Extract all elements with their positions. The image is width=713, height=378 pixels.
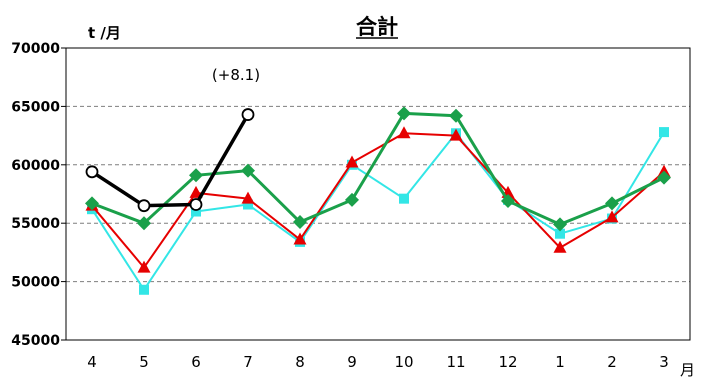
data-point bbox=[189, 198, 203, 211]
x-axis-unit-label: 月 bbox=[680, 361, 695, 378]
data-point bbox=[137, 199, 151, 213]
data-point bbox=[189, 185, 203, 198]
series-group bbox=[85, 106, 671, 295]
x-tick-label: 2 bbox=[607, 353, 617, 371]
annotation-label: (+8.1) bbox=[212, 66, 260, 84]
x-tick-label: 8 bbox=[295, 353, 305, 371]
data-point bbox=[397, 126, 411, 139]
y-axis-ticks: 45000 50000 55000 60000 65000 70000 bbox=[11, 41, 66, 349]
plot-area bbox=[65, 47, 691, 341]
x-tick-label: 3 bbox=[659, 353, 669, 371]
data-point bbox=[293, 232, 307, 245]
data-point bbox=[241, 163, 255, 178]
data-point bbox=[137, 216, 151, 231]
data-point bbox=[657, 170, 671, 185]
y-axis-unit-label: t /月 bbox=[88, 24, 121, 42]
y-tick-label: 70000 bbox=[11, 41, 60, 57]
data-point bbox=[399, 193, 409, 204]
chart-title: 合計 bbox=[356, 15, 398, 39]
data-point bbox=[449, 108, 463, 123]
data-point bbox=[501, 194, 515, 209]
data-point bbox=[555, 228, 565, 239]
data-point bbox=[85, 196, 99, 211]
series-square bbox=[87, 127, 669, 295]
data-point bbox=[243, 199, 253, 210]
data-point bbox=[553, 217, 567, 232]
data-point bbox=[605, 196, 619, 211]
series-line bbox=[91, 111, 665, 226]
y-tick-label: 65000 bbox=[11, 99, 60, 115]
gridlines bbox=[66, 105, 690, 283]
x-tick-label: 11 bbox=[446, 353, 465, 371]
y-tick-label: 45000 bbox=[11, 333, 60, 349]
data-point bbox=[659, 127, 669, 138]
data-point bbox=[189, 168, 203, 183]
data-point bbox=[345, 192, 359, 207]
x-tick-label: 1 bbox=[555, 353, 565, 371]
series-line bbox=[91, 131, 665, 291]
x-tick-label: 12 bbox=[498, 353, 517, 371]
series-triangle bbox=[85, 126, 671, 273]
data-point bbox=[449, 128, 463, 141]
y-tick-label: 50000 bbox=[11, 275, 60, 291]
annotations: (+8.1) bbox=[212, 66, 260, 84]
data-point bbox=[85, 165, 99, 179]
data-point bbox=[397, 106, 411, 121]
x-tick-label: 5 bbox=[139, 353, 149, 371]
x-tick-label: 10 bbox=[394, 353, 413, 371]
data-point bbox=[241, 191, 255, 204]
x-tick-label: 7 bbox=[243, 353, 253, 371]
y-tick-label: 60000 bbox=[11, 158, 60, 174]
data-point bbox=[345, 155, 359, 168]
data-point bbox=[191, 206, 201, 217]
data-point bbox=[553, 240, 567, 253]
series-line bbox=[91, 132, 665, 269]
series-diamond bbox=[85, 106, 671, 232]
data-point bbox=[293, 215, 307, 230]
x-tick-label: 9 bbox=[347, 353, 357, 371]
y-tick-label: 55000 bbox=[11, 216, 60, 232]
series-circle bbox=[85, 108, 255, 213]
series-line bbox=[91, 113, 250, 208]
x-axis-ticks: 4 5 6 7 8 9 10 11 12 1 2 3 bbox=[87, 353, 669, 371]
data-point bbox=[137, 260, 151, 273]
data-point bbox=[241, 108, 255, 121]
x-tick-label: 6 bbox=[191, 353, 201, 371]
data-point bbox=[139, 284, 149, 295]
data-point bbox=[605, 210, 619, 223]
x-tick-label: 4 bbox=[87, 353, 97, 371]
